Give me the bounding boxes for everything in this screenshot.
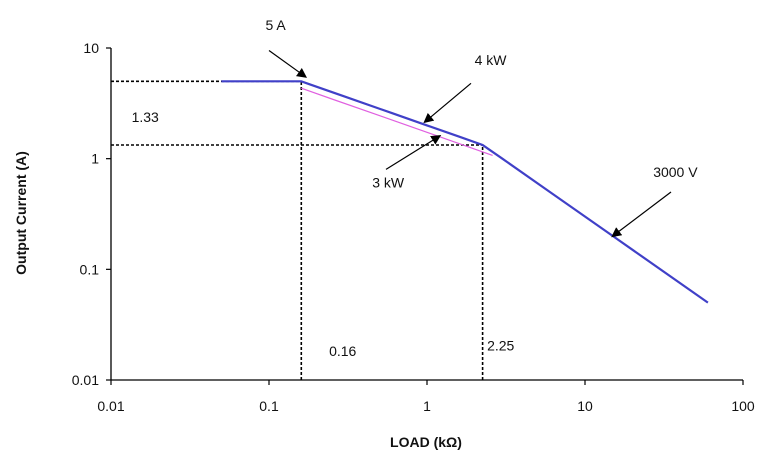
annotation-arrow [611, 191, 672, 238]
annotation-arrow [268, 50, 308, 78]
series-line-1 [221, 80, 709, 304]
x-tick-label: 1 [423, 398, 431, 414]
annotation-label: 5 A [266, 17, 287, 33]
data-series [221, 80, 709, 304]
y-axis-title: Output Current (A) [13, 151, 29, 275]
annotation-arrow [385, 135, 442, 170]
x-axis-title: LOAD (kΩ) [390, 434, 462, 450]
annotation-arrow [423, 82, 472, 124]
annotation-label: 2.25 [487, 337, 514, 353]
y-tick-label: 0.01 [72, 372, 99, 388]
annotation-label: 3000 V [653, 164, 698, 180]
annotation-label: 0.16 [329, 343, 356, 359]
annotation-label: 1.33 [132, 109, 159, 125]
y-tick-label: 0.1 [80, 261, 100, 277]
series-line-2 [301, 87, 493, 156]
x-tick-label: 0.01 [97, 398, 124, 414]
annotation-label: 4 kW [475, 52, 508, 68]
x-tick-label: 100 [731, 398, 755, 414]
annotation-label: 3 kW [372, 174, 405, 190]
reference-lines [111, 80, 484, 380]
y-tick-label: 10 [83, 40, 99, 56]
axes: 0.01 0.1 1 10 100 0.01 0.1 1 10 [72, 40, 755, 414]
y-tick-label: 1 [91, 151, 99, 167]
x-tick-label: 0.1 [259, 398, 279, 414]
x-tick-label: 10 [577, 398, 593, 414]
annotations: 5 A 4 kW 3 kW 3000 V 1.33 0.16 2.25 [132, 17, 699, 359]
